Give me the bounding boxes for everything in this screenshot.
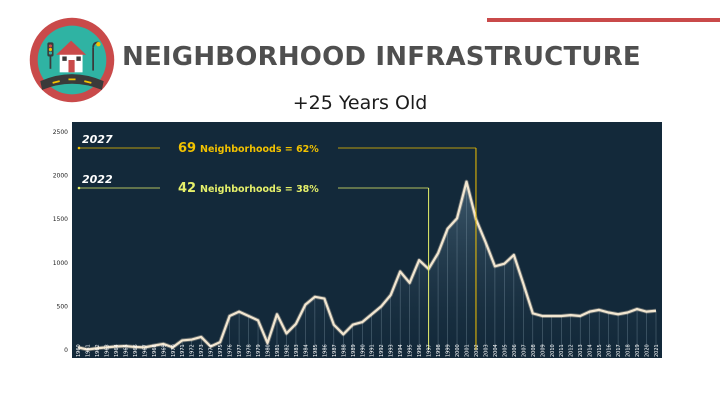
x-tick-label: 2020 bbox=[645, 344, 651, 357]
x-tick-label: 1982 bbox=[284, 344, 290, 357]
x-tick-label: 2019 bbox=[635, 344, 641, 357]
x-tick-label: 1962 bbox=[95, 344, 101, 357]
annotation-text: Neighborhoods = 38% bbox=[200, 184, 319, 195]
y-tick-label: 1000 bbox=[53, 260, 68, 267]
page-subtitle: +25 Years Old bbox=[292, 92, 428, 114]
x-tick-label: 1990 bbox=[360, 344, 366, 357]
x-tick-label: 1992 bbox=[379, 344, 385, 357]
x-tick-label: 1995 bbox=[408, 344, 414, 357]
x-tick-label: 1983 bbox=[294, 344, 300, 357]
x-tick-label: 1994 bbox=[398, 344, 404, 357]
x-tick-label: 1973 bbox=[199, 344, 205, 357]
x-tick-label: 1974 bbox=[209, 344, 215, 357]
x-tick-label: 2021 bbox=[654, 344, 660, 357]
x-tick-label: 1960 bbox=[76, 344, 82, 357]
x-tick-label: 2016 bbox=[607, 344, 613, 357]
x-tick-label: 2007 bbox=[521, 344, 527, 357]
annotation-dot bbox=[77, 186, 81, 190]
y-tick-label: 500 bbox=[57, 303, 69, 310]
x-tick-label: 1984 bbox=[303, 344, 309, 357]
x-tick-label: 1975 bbox=[218, 344, 224, 357]
x-tick-label: 1970 bbox=[171, 344, 177, 357]
x-tick-label: 1988 bbox=[341, 344, 347, 357]
x-tick-label: 1963 bbox=[104, 344, 110, 357]
x-tick-label: 1998 bbox=[436, 344, 442, 357]
x-tick-label: 1968 bbox=[152, 344, 158, 357]
x-tick-label: 1979 bbox=[256, 344, 262, 357]
series-area bbox=[78, 181, 656, 350]
x-tick-label: 2011 bbox=[559, 344, 565, 357]
series-line bbox=[77, 180, 657, 351]
x-tick-label: 2012 bbox=[569, 344, 575, 357]
x-tick-label: 1981 bbox=[275, 344, 281, 357]
y-tick-label: 2000 bbox=[53, 173, 68, 180]
x-tick-label: 1989 bbox=[351, 344, 357, 357]
x-tick-label: 1999 bbox=[446, 344, 452, 357]
x-tick-label: 2010 bbox=[550, 344, 556, 357]
x-tick-label: 1980 bbox=[266, 344, 272, 357]
x-tick-label: 1964 bbox=[114, 344, 120, 357]
annotation-count: 42 bbox=[178, 181, 196, 196]
x-tick-label: 1986 bbox=[322, 344, 328, 357]
x-tick-label: 1985 bbox=[313, 344, 319, 357]
x-tick-label: 2014 bbox=[588, 344, 594, 357]
x-tick-label: 1971 bbox=[180, 344, 186, 357]
x-tick-label: 2015 bbox=[597, 344, 603, 357]
x-tick-label: 1991 bbox=[370, 344, 376, 357]
infrastructure-age-chart: 0 500 1000 1500 2000 2500 2027 69 Neighborhoods… bbox=[53, 122, 662, 358]
y-tick-label: 1500 bbox=[53, 216, 68, 223]
annotation-year-label: 2022 bbox=[82, 173, 113, 186]
neighborhood-logo-icon bbox=[29, 17, 115, 103]
x-tick-label: 2001 bbox=[464, 344, 470, 357]
x-tick-label: 1978 bbox=[247, 344, 253, 357]
x-tick-label: 2008 bbox=[531, 344, 537, 357]
x-tick-label: 1987 bbox=[332, 344, 338, 357]
x-tick-label: 1997 bbox=[427, 344, 433, 357]
x-tick-label: 2005 bbox=[502, 344, 508, 357]
annotation-year-label: 2027 bbox=[82, 133, 113, 146]
x-tick-label: 1977 bbox=[237, 344, 243, 357]
x-tick-label: 1993 bbox=[389, 344, 395, 357]
x-tick-label: 2009 bbox=[540, 344, 546, 357]
x-tick-label: 2006 bbox=[512, 344, 518, 357]
chart-container: 0 500 1000 1500 2000 2500 2027 69 Neighborhoods… bbox=[38, 118, 678, 383]
x-tick-label: 1972 bbox=[190, 344, 196, 357]
x-tick-label: 2017 bbox=[616, 344, 622, 357]
x-tick-label: 1996 bbox=[417, 344, 423, 357]
annotation-2022: 2022 42 Neighborhoods = 38% bbox=[77, 173, 430, 350]
y-tick-label: 2500 bbox=[53, 129, 68, 136]
x-tick-label: 1961 bbox=[85, 344, 91, 357]
x-tick-label: 1969 bbox=[161, 344, 167, 357]
x-tick-label: 1966 bbox=[133, 344, 139, 357]
annotation-2027: 2027 69 Neighborhoods = 62% bbox=[77, 133, 477, 350]
accent-rule bbox=[487, 18, 720, 22]
x-tick-label: 2004 bbox=[493, 344, 499, 357]
x-tick-label: 2000 bbox=[455, 344, 461, 357]
x-tick-label: 2003 bbox=[483, 344, 489, 357]
x-tick-label: 1965 bbox=[123, 344, 129, 357]
x-tick-label: 2018 bbox=[626, 344, 632, 357]
y-tick-label: 0 bbox=[64, 347, 68, 354]
annotation-dot bbox=[77, 146, 81, 150]
annotation-text: Neighborhoods = 62% bbox=[200, 144, 319, 155]
x-tick-label: 2002 bbox=[474, 344, 480, 357]
x-tick-label: 2013 bbox=[578, 344, 584, 357]
annotation-count: 69 bbox=[178, 141, 196, 156]
x-tick-label: 1976 bbox=[228, 344, 234, 357]
x-tick-label: 1967 bbox=[142, 344, 148, 357]
page-title: NEIGHBORHOOD INFRASTRUCTURE bbox=[122, 42, 641, 72]
